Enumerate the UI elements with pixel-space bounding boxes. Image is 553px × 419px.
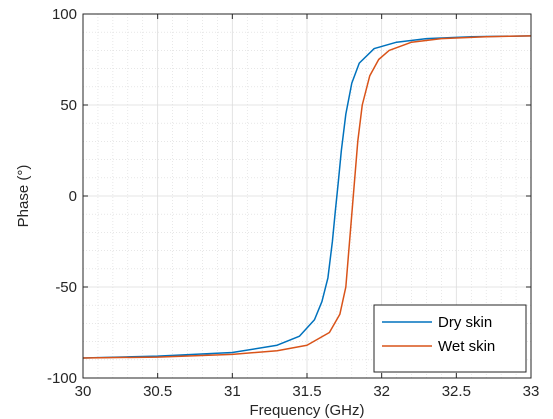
x-tick-label: 32.5	[442, 383, 471, 400]
x-tick-label: 33	[523, 383, 540, 400]
y-tick-label: 100	[52, 6, 77, 23]
axis-ticks	[82, 13, 532, 379]
x-tick-labels: 30 30.5 31 31.5 32 32.5 33	[75, 383, 540, 400]
y-tick-label: 0	[69, 188, 77, 205]
y-axis-label: Phase (°)	[15, 165, 32, 228]
x-tick-label: 31.5	[292, 383, 321, 400]
x-tick-label: 32	[373, 383, 390, 400]
series-line-dry-skin	[82, 35, 532, 359]
y-tick-label: -50	[55, 279, 77, 296]
legend-label-wet-skin: Wet skin	[438, 338, 495, 355]
y-tick-labels: -100 -50 0 50 100	[47, 6, 77, 387]
y-tick-label: 50	[60, 97, 77, 114]
legend: Dry skin Wet skin	[373, 304, 527, 373]
y-tick-label: -100	[47, 370, 77, 387]
x-tick-label: 31	[224, 383, 241, 400]
series-line-wet-skin	[82, 35, 532, 359]
legend-box	[373, 304, 527, 373]
x-tick-label: 30.5	[143, 383, 172, 400]
x-axis-label: Frequency (GHz)	[249, 402, 364, 419]
legend-label-dry-skin: Dry skin	[438, 314, 492, 331]
x-tick-label: 30	[75, 383, 92, 400]
series-layer	[82, 35, 532, 359]
